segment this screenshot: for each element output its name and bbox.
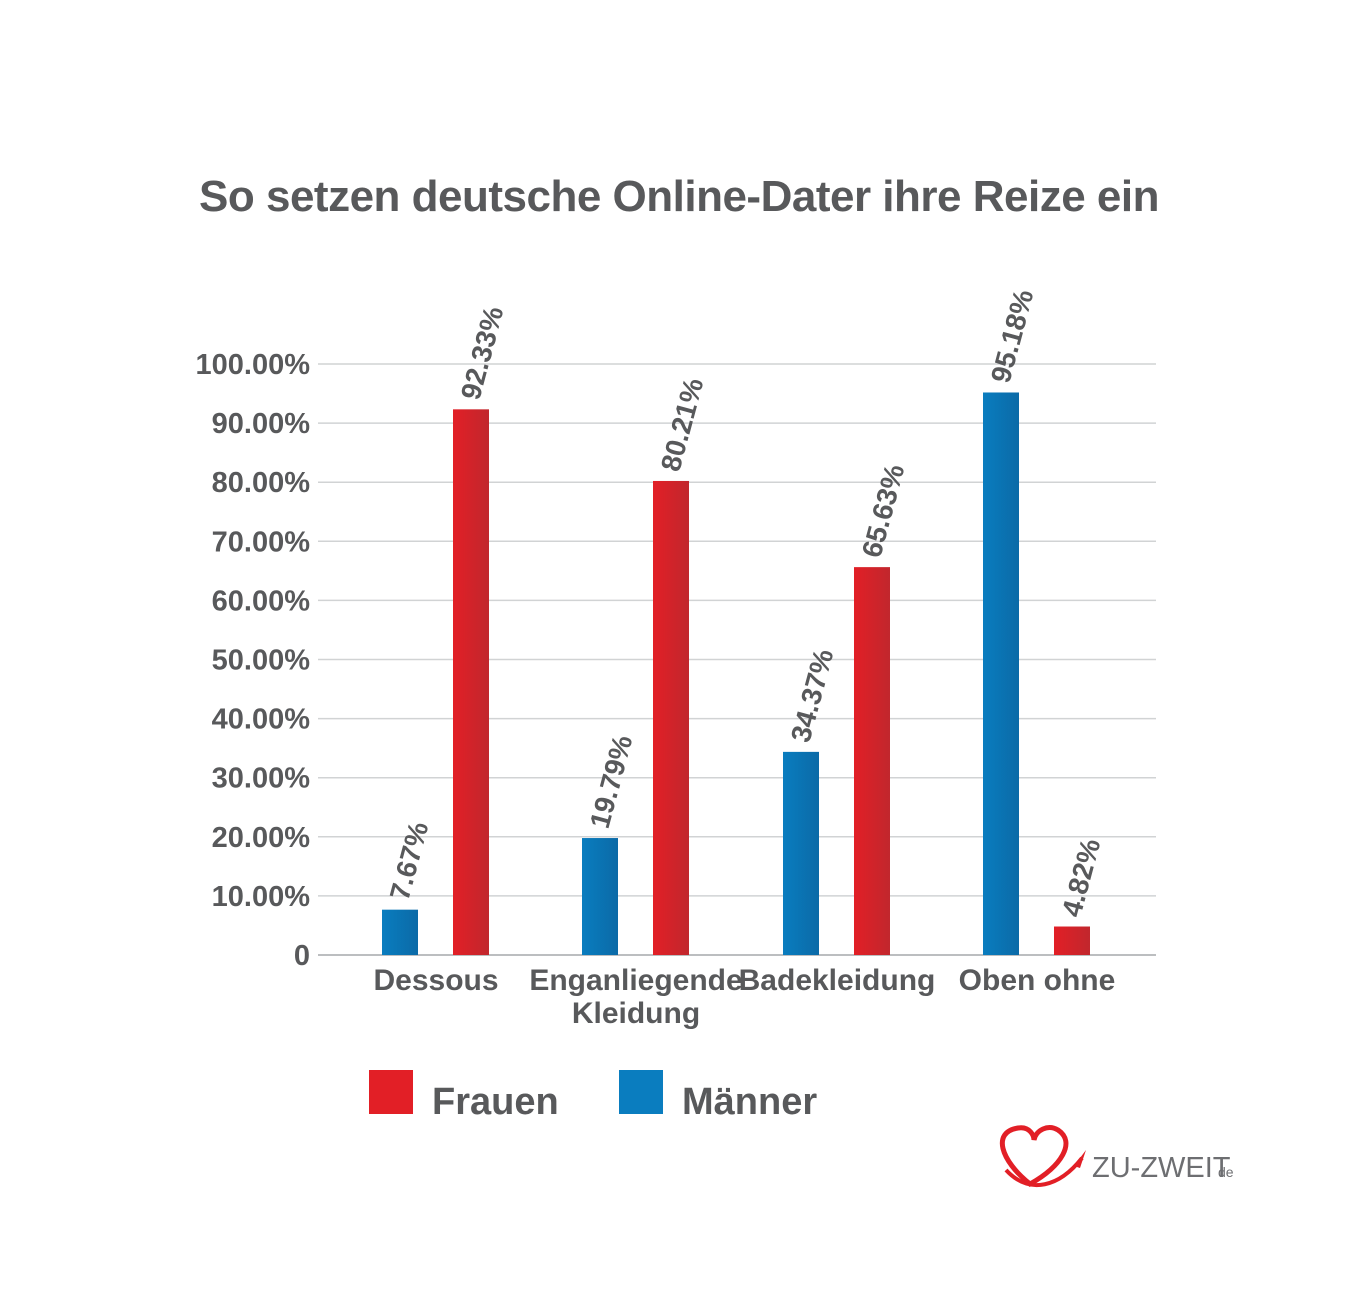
y-tick-label: 90.00% <box>212 408 311 440</box>
bar-frauen-3 <box>1054 926 1090 955</box>
logo-suffix: de <box>1218 1164 1234 1180</box>
value-label: 95.18% <box>985 286 1040 386</box>
y-tick-label: 100.00% <box>196 349 311 381</box>
legend-label: Männer <box>682 1081 817 1123</box>
value-label: 7.67% <box>384 818 435 903</box>
bar-maenner-0 <box>382 909 418 955</box>
value-label: 34.37% <box>785 646 840 746</box>
legend-swatch-1 <box>619 1070 663 1114</box>
value-label: 80.21% <box>655 375 710 475</box>
value-label: 65.63% <box>856 461 911 561</box>
y-tick-label: 50.00% <box>212 645 311 677</box>
x-tick-label: Enganliegende <box>529 964 742 997</box>
bar-frauen-1 <box>653 480 689 955</box>
y-tick-label: 20.00% <box>212 822 311 854</box>
bar-maenner-1 <box>582 838 618 955</box>
legend: Frauen Männer <box>369 1070 817 1123</box>
logo: ZU-ZWEIT de <box>999 1125 1234 1188</box>
y-tick-label: 70.00% <box>212 526 311 558</box>
x-tick-label: Badekleidung <box>739 964 936 997</box>
y-tick-label: 30.00% <box>212 763 311 795</box>
y-tick-label: 60.00% <box>212 585 311 617</box>
bar-frauen-0 <box>453 409 489 955</box>
logo-text: ZU-ZWEIT <box>1092 1152 1231 1184</box>
x-tick-label: Dessous <box>373 964 498 997</box>
bars <box>382 392 1090 955</box>
bar-maenner-3 <box>983 392 1019 955</box>
x-tick-label: Kleidung <box>572 997 700 1030</box>
legend-label: Frauen <box>432 1081 559 1123</box>
legend-swatch-0 <box>369 1070 413 1114</box>
value-label: 19.79% <box>584 732 639 832</box>
chart-title: So setzen deutsche Online-Dater ihre Rei… <box>199 172 1159 221</box>
y-tick-label: 40.00% <box>212 704 311 736</box>
y-tick-label: 80.00% <box>212 467 311 499</box>
value-label: 92.33% <box>455 303 510 403</box>
x-tick-label: Oben ohne <box>959 964 1116 997</box>
heart-logo-icon <box>999 1125 1086 1188</box>
bar-frauen-2 <box>854 567 890 955</box>
bar-maenner-2 <box>783 751 819 955</box>
value-label: 4.82% <box>1056 835 1107 920</box>
y-tick-label: 0 <box>294 940 310 972</box>
y-tick-label: 10.00% <box>212 881 311 913</box>
gridlines <box>318 363 1156 956</box>
y-axis-ticks: 0 10.00% 20.00% 30.00% 40.00% 50.00% 60.00% 70.… <box>196 349 311 972</box>
